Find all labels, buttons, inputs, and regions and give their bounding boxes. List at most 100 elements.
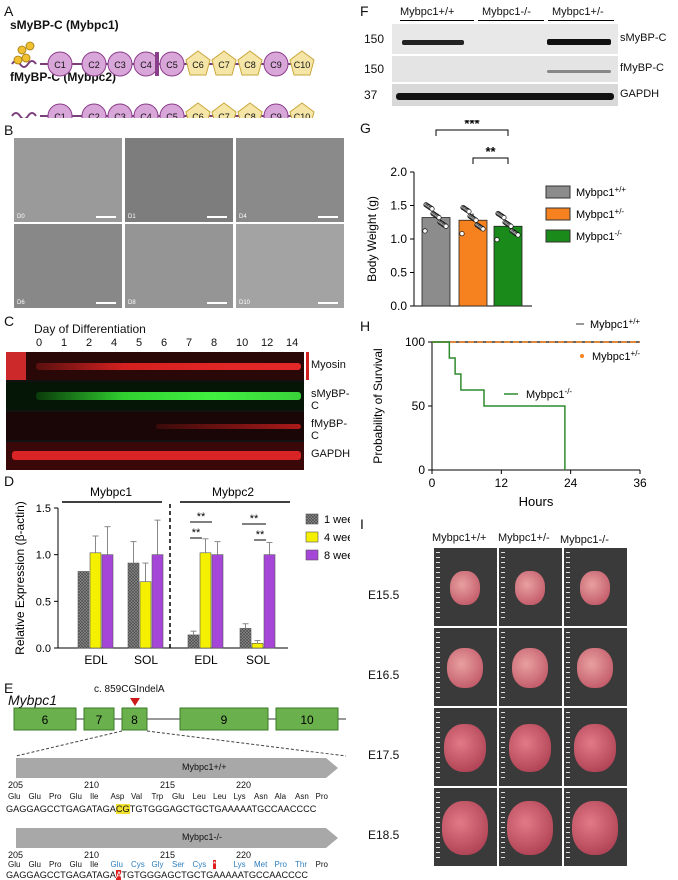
x-axis-label: Hours <box>519 494 554 509</box>
wt-position-ruler: 205 210 215 220 <box>6 780 346 792</box>
legend-swatch <box>305 513 319 525</box>
fn3-domain <box>289 102 315 118</box>
ig-domain <box>81 51 107 77</box>
domain-label: C7 <box>218 112 230 118</box>
chart-h-survival: 0 50 100 0 12 24 36 Hours Probability of Surviva… <box>371 318 647 509</box>
domain-diagram-svg: C1 C2 C3 C4 C5 C6 C7 C8 C9 C10 C1 C2 C3 C4 C5 C6 C7 C8 C9… <box>11 41 315 118</box>
bar <box>199 552 212 649</box>
domain-label: C10 <box>294 112 311 118</box>
ig-domain <box>263 51 289 77</box>
legend-swatch <box>305 531 319 543</box>
blot-day-labels: 0 1 2 4 5 6 7 8 10 12 14 <box>26 337 306 351</box>
x-tick-label: 36 <box>633 476 647 490</box>
chart-d-relative-expression: 0.0 0.5 1.0 1.5 Relative Expression (β-actin… <box>13 485 350 667</box>
domain-label: C8 <box>244 112 256 118</box>
micrograph-day-label: D0 <box>17 214 25 220</box>
panel-a-domain-diagram: sMyBP-C (Mybpc1) fMyBP-C (Mybpc2) C1 C2 C3… <box>10 18 350 118</box>
blot-day-label: 10 <box>236 337 249 349</box>
mw-marker-3: 37 <box>364 88 378 102</box>
scale-ruler <box>501 712 505 782</box>
embryo-col-wt: Mybpc1+/+ <box>432 532 487 544</box>
data-point <box>459 231 465 237</box>
panel-letter-f: F <box>360 3 369 19</box>
ig-domain <box>47 103 73 118</box>
embryo-image <box>499 788 562 866</box>
legend-label: Mybpc1-/- <box>526 387 572 401</box>
bar <box>77 571 90 649</box>
sequence-token: Ile <box>90 860 99 869</box>
scale-ruler <box>436 632 440 702</box>
blot-f-group-3: Mybpc1+/- <box>552 6 604 18</box>
y-tick-label: 0.5 <box>390 266 407 280</box>
legend-swatch <box>545 207 571 221</box>
embryo-body <box>447 647 483 689</box>
data-point <box>473 217 479 223</box>
sig-marker: ** <box>256 529 265 541</box>
embryo-image <box>499 548 562 626</box>
panel-letter-d: D <box>4 473 15 489</box>
sig-bracket <box>472 157 509 164</box>
sequence-token: Leu <box>192 792 206 801</box>
y-tick-label: 1.0 <box>36 550 51 562</box>
embryo-image <box>564 788 627 866</box>
wt-dna-post: TGTGGGAGCTGCTGAAAAATGCCAACCCC <box>129 804 317 814</box>
bar <box>187 634 200 649</box>
sequence-token: Pro <box>49 860 62 869</box>
legend-label: Mybpc1+/- <box>592 349 640 363</box>
sig-bracket <box>435 129 509 136</box>
legend-swatch <box>305 549 319 561</box>
domain-label: C2 <box>88 112 100 118</box>
survival-line <box>432 341 566 470</box>
panel-letter-g: G <box>360 120 371 136</box>
sig-marker: *** <box>464 120 480 131</box>
embryo-image <box>499 628 562 706</box>
scale-ruler <box>566 712 570 782</box>
wt-dna-sequence: GAGGAGCCTGAGATAGACGTGTGGGAGCTGCTGAAAAATG… <box>6 804 316 814</box>
ko-amino-acids: Glu Glu Pro Glu Ile Glu Cys Gly Ser Cys * Lys Met Pro… <box>6 860 346 872</box>
stage-label-4: E18.5 <box>368 828 400 842</box>
embryo-image <box>434 548 497 626</box>
blot-strip-myosin <box>6 352 304 380</box>
domain-label: C6 <box>192 112 204 118</box>
blot-day-label: 4 <box>111 337 118 349</box>
bar <box>211 554 224 649</box>
bar <box>239 628 252 649</box>
legend-label: Mybpc1+/+ <box>590 318 640 331</box>
ko-dna-post: TGTGGGAGCTGCTGAAAAATGCCAACCCC <box>121 870 309 880</box>
x-tick-label: SOL <box>134 653 158 667</box>
legend-label: 4 week <box>324 532 350 544</box>
y-tick-label: 1.0 <box>390 232 407 246</box>
panel-e-gene-schematic: Mybpc1 c. 859CGIndelA 6 7 8 9 10 Mybpc1+/+ M… <box>6 684 351 880</box>
domain-label: C3 <box>114 112 126 118</box>
scale-ruler <box>566 792 570 862</box>
y-tick-label: 1.5 <box>36 503 51 515</box>
sequence-token: Cys <box>192 860 207 869</box>
sequence-token: Glu <box>110 860 123 869</box>
data-point <box>515 232 521 238</box>
panel-i-embryos: Mybpc1+/+ Mybpc1+/- Mybpc1-/- E15.5 E16.… <box>362 522 678 879</box>
exon-box <box>179 707 269 731</box>
blot-day-label: 8 <box>211 337 218 349</box>
isoform-title-slow: sMyBP-C (Mybpc1) <box>10 18 119 32</box>
sequence-token: Glu <box>69 792 82 801</box>
panel-letter-h: H <box>360 318 371 334</box>
exon-row: 6 7 8 9 10 <box>13 707 339 731</box>
bar <box>101 554 114 649</box>
exon-box <box>121 707 148 731</box>
sequence-token: 210 <box>84 850 100 860</box>
blot-day-label: 5 <box>136 337 143 349</box>
data-point <box>494 237 500 243</box>
ko-arrow <box>16 828 338 848</box>
embryo-body <box>508 723 552 773</box>
exon-label: 8 <box>131 713 138 727</box>
blot-f-group-2: Mybpc1-/- <box>482 6 531 18</box>
sequence-token: 220 <box>236 850 252 860</box>
sequence-token: Pro <box>49 792 62 801</box>
sequence-token: Leu <box>213 792 227 801</box>
embryo-image <box>564 548 627 626</box>
legend-label: 8 week <box>324 550 350 562</box>
micrograph-day-label: D10 <box>239 300 251 306</box>
blot-day-label: 12 <box>261 337 274 349</box>
blot-day-label: 2 <box>86 337 93 349</box>
c5-insert-marker <box>155 52 159 76</box>
